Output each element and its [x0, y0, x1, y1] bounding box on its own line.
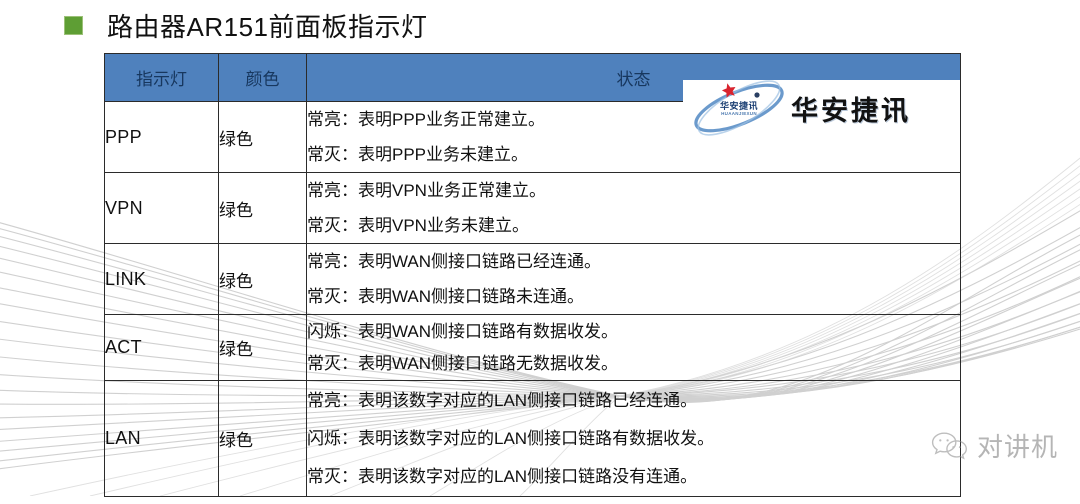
status-line: 常灭：表明WAN侧接口链路未连通。	[307, 286, 585, 306]
company-logo-watermark: 华安捷讯 HUAANJIEXUN 华安捷讯	[683, 80, 960, 136]
wechat-account-name: 对讲机	[976, 433, 1058, 463]
cell-led-color: 绿色	[218, 380, 307, 497]
page-title: 路由器AR151前面板指示灯	[107, 11, 428, 42]
cell-led-color: 绿色	[218, 101, 307, 173]
status-line-group: 常亮：表明该数字对应的LAN侧接口链路已经连通。 闪烁：表明该数字对应的LAN侧…	[307, 373, 960, 504]
status-line: 常亮：表明该数字对应的LAN侧接口链路已经连通。	[307, 390, 698, 410]
cell-led-color: 绿色	[218, 314, 307, 381]
status-line-group: 常亮：表明WAN侧接口链路已经连通。 常灭：表明WAN侧接口链路未连通。	[307, 238, 960, 320]
cell-led-color: 绿色	[218, 172, 307, 244]
table-row: ACT 绿色 闪烁：表明WAN侧接口链路有数据收发。 常灭：表明WAN侧接口链路…	[104, 314, 961, 381]
cell-led-name: PPP	[104, 101, 219, 173]
column-header-color: 颜色	[218, 53, 307, 102]
cell-led-status: 常亮：表明WAN侧接口链路已经连通。 常灭：表明WAN侧接口链路未连通。	[306, 243, 961, 315]
cell-led-status: 常亮：表明VPN业务正常建立。 常灭：表明VPN业务未建立。	[306, 172, 961, 244]
status-line: 常灭：表明该数字对应的LAN侧接口链路没有连通。	[307, 467, 698, 487]
slide-title-row: 路由器AR151前面板指示灯	[64, 4, 428, 46]
logo-wordmark: 华安捷讯	[791, 95, 911, 126]
status-line-group: 常亮：表明VPN业务正常建立。 常灭：表明VPN业务未建立。	[307, 167, 960, 249]
cell-led-name: LINK	[104, 243, 219, 315]
table-row: VPN 绿色 常亮：表明VPN业务正常建立。 常灭：表明VPN业务未建立。	[104, 172, 961, 244]
orbit-logo-icon: 华安捷讯 HUAANJIEXUN	[683, 80, 795, 136]
status-line: 常亮：表明VPN业务正常建立。	[307, 180, 546, 200]
cell-led-name: VPN	[104, 172, 219, 244]
wechat-account-watermark: 对讲机	[930, 427, 1058, 464]
table-row: LAN 绿色 常亮：表明该数字对应的LAN侧接口链路已经连通。 闪烁：表明该数字…	[104, 380, 961, 497]
status-line-group: 常亮：表明PPP业务正常建立。 常灭：表明PPP业务未建立。	[307, 96, 960, 178]
cell-led-name: ACT	[104, 314, 219, 381]
cell-led-status: 常亮：表明该数字对应的LAN侧接口链路已经连通。 闪烁：表明该数字对应的LAN侧…	[306, 380, 961, 497]
cell-led-status: 闪烁：表明WAN侧接口链路有数据收发。 常灭：表明WAN侧接口链路无数据收发。	[306, 314, 961, 381]
wechat-bubbles-icon	[930, 430, 970, 462]
status-line: 闪烁：表明WAN侧接口链路有数据收发。	[307, 321, 619, 341]
status-line: 闪烁：表明该数字对应的LAN侧接口链路有数据收发。	[307, 428, 715, 448]
table-row: LINK 绿色 常亮：表明WAN侧接口链路已经连通。 常灭：表明WAN侧接口链路…	[104, 243, 961, 315]
status-line: 常亮：表明WAN侧接口链路已经连通。	[307, 251, 602, 271]
status-line: 常灭：表明VPN业务未建立。	[307, 215, 529, 235]
status-line: 常灭：表明WAN侧接口链路无数据收发。	[307, 354, 619, 374]
green-square-bullet-icon	[64, 15, 83, 35]
cell-led-name: LAN	[104, 380, 219, 497]
column-header-led: 指示灯	[104, 53, 219, 102]
table-body: PPP 绿色 常亮：表明PPP业务正常建立。 常灭：表明PPP业务未建立。 VP…	[104, 101, 961, 497]
cell-led-color: 绿色	[218, 243, 307, 315]
status-line: 常亮：表明PPP业务正常建立。	[307, 109, 546, 129]
status-line: 常灭：表明PPP业务未建立。	[307, 144, 529, 164]
